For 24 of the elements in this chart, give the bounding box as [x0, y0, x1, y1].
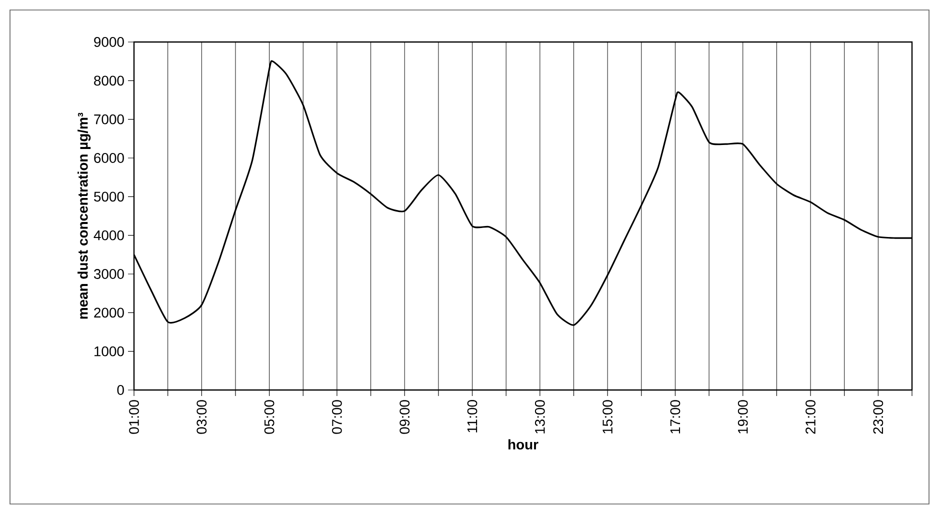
x-tick-label: 15:00 [602, 400, 613, 434]
y-tick-label: 0 [117, 385, 124, 395]
y-tick-label: 5000 [94, 192, 124, 202]
y-tick-label: 3000 [94, 269, 124, 279]
y-tick-label: 4000 [94, 230, 124, 240]
x-axis-title: hour [508, 439, 538, 450]
x-tick-label: 23:00 [873, 400, 884, 434]
x-tick-label: 13:00 [534, 400, 545, 434]
x-tick-label: 11:00 [467, 400, 478, 432]
x-tick-label: 21:00 [806, 400, 816, 434]
x-tick-label: 17:00 [670, 400, 680, 434]
y-tick-label: 1000 [94, 346, 124, 356]
x-tick-label: 05:00 [264, 400, 274, 434]
x-tick-label: 03:00 [196, 400, 207, 434]
x-tick-label: 19:00 [738, 400, 748, 434]
y-tick-label: 8000 [94, 76, 124, 86]
x-tick-label: 07:00 [332, 400, 342, 434]
y-tick-label: 6000 [94, 153, 124, 163]
y-tick-label: 9000 [94, 37, 124, 47]
y-tick-label: 2000 [94, 308, 124, 318]
x-tick-label: 01:00 [129, 400, 139, 434]
y-axis-title: mean dust concentration µg/m³ [78, 112, 91, 319]
y-tick-label: 7000 [94, 114, 124, 124]
x-tick-label: 09:00 [400, 400, 410, 434]
